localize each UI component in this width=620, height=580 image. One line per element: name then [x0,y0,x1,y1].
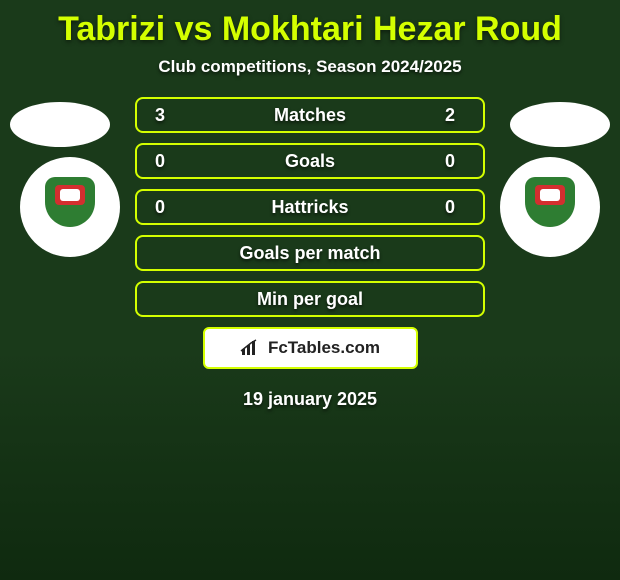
stat-row-goals-per-match: Goals per match [135,235,485,271]
page-title: Tabrizi vs Mokhtari Hezar Roud [0,0,620,49]
stat-label: Goals per match [155,243,465,264]
stat-right-value: 0 [445,197,465,218]
comparison-panel: 3 Matches 2 0 Goals 0 0 Hattricks 0 Goal… [0,97,620,410]
brand-badge[interactable]: FcTables.com [203,327,418,369]
stat-label: Hattricks [271,197,348,218]
stat-label: Goals [285,151,335,172]
page-subtitle: Club competitions, Season 2024/2025 [0,57,620,77]
stat-left-value: 3 [155,105,175,126]
footer-date: 19 january 2025 [0,389,620,410]
player-avatar-right [510,102,610,147]
stat-left-value: 0 [155,197,175,218]
stat-right-value: 2 [445,105,465,126]
stat-left-value: 0 [155,151,175,172]
club-logo-left-icon [35,177,105,237]
stats-list: 3 Matches 2 0 Goals 0 0 Hattricks 0 Goal… [135,97,485,317]
bar-chart-icon [240,339,262,357]
player-avatar-left [10,102,110,147]
club-badge-right [500,157,600,257]
stat-row-matches: 3 Matches 2 [135,97,485,133]
club-logo-right-icon [515,177,585,237]
stat-label: Min per goal [155,289,465,310]
stat-row-goals: 0 Goals 0 [135,143,485,179]
stat-right-value: 0 [445,151,465,172]
stat-label: Matches [274,105,346,126]
brand-text: FcTables.com [268,338,380,358]
stat-row-min-per-goal: Min per goal [135,281,485,317]
stat-row-hattricks: 0 Hattricks 0 [135,189,485,225]
club-badge-left [20,157,120,257]
